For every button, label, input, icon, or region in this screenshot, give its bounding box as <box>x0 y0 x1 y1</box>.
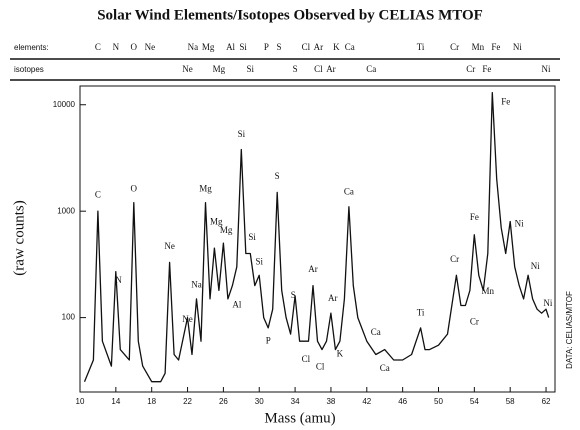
row-item: Na <box>188 42 199 52</box>
x-tick-label: 30 <box>255 397 264 406</box>
row-item: Cl <box>302 42 311 52</box>
spectrum-line <box>83 91 550 383</box>
row-item: Fe <box>491 42 500 52</box>
peak-label: Na <box>191 280 202 290</box>
peak-label: Ne <box>182 314 193 324</box>
x-tick-label: 26 <box>219 397 228 406</box>
row-item: Ar <box>314 42 324 52</box>
x-tick-label: 18 <box>147 397 156 406</box>
x-tick-label: 42 <box>362 397 371 406</box>
row-item: S <box>276 42 281 52</box>
x-tick-label: 10 <box>76 397 85 406</box>
row-item: Ni <box>513 42 522 52</box>
peak-label: Ca <box>371 327 381 337</box>
row-item: O <box>131 42 138 52</box>
peak-label: Mg <box>210 217 223 227</box>
peak-label: Si <box>238 129 246 139</box>
peak-label: C <box>95 190 101 200</box>
chart-title: Solar Wind Elements/Isotopes Observed by… <box>97 7 483 23</box>
row-item: P <box>264 42 269 52</box>
row-item: Al <box>226 42 235 52</box>
row-item: Ne <box>145 42 156 52</box>
row-item: Cr <box>466 64 475 74</box>
x-tick-label: 38 <box>326 397 335 406</box>
x-tick-label: 46 <box>398 397 407 406</box>
peak-label: S <box>291 290 296 300</box>
peak-label: Fe <box>501 97 510 107</box>
y-axis-title: (raw counts) <box>11 200 27 275</box>
x-tick-label: 62 <box>542 397 551 406</box>
row-item: Ti <box>417 42 425 52</box>
x-tick-label: 58 <box>506 397 515 406</box>
row-item: Ni <box>542 64 551 74</box>
peak-label: Ar <box>328 293 338 303</box>
x-tick-label: 50 <box>434 397 443 406</box>
peak-label: Ar <box>308 264 318 274</box>
peak-label: Cl <box>316 362 325 372</box>
x-tick-label: 22 <box>183 397 192 406</box>
peak-label: Ca <box>344 186 354 196</box>
side-label: DATA: CELIAS/MTOF <box>565 291 574 369</box>
row-item: Ar <box>326 64 336 74</box>
peak-label: Al <box>232 300 241 310</box>
peak-label: Ni <box>515 219 524 229</box>
plot-frame <box>79 85 556 393</box>
peak-label: Mg <box>220 225 233 235</box>
peak-label: Ne <box>164 241 175 251</box>
peak-label: Si <box>248 232 256 242</box>
x-tick-label: 14 <box>111 397 120 406</box>
peak-label: Fe <box>470 212 479 222</box>
row-item: Mg <box>202 42 215 52</box>
peak-label: Mn <box>482 286 495 296</box>
row-item: Cl <box>314 64 323 74</box>
y-tick-label: 10000 <box>53 100 76 109</box>
row-item: S <box>293 64 298 74</box>
row-item: Si <box>239 42 247 52</box>
peak-label: Cl <box>302 354 311 364</box>
peak-label: P <box>266 335 271 345</box>
row-item: N <box>113 42 120 52</box>
row-item: K <box>333 42 340 52</box>
row-item: Mn <box>472 42 485 52</box>
x-axis-title: Mass (amu) <box>264 410 335 426</box>
peak-label: Cr <box>450 254 459 264</box>
peak-label: Mg <box>199 184 212 194</box>
y-tick-label: 1000 <box>57 206 75 215</box>
y-tick-label: 100 <box>62 313 76 322</box>
peak-label: O <box>131 184 138 194</box>
row-item: Mg <box>213 64 226 74</box>
row-item: Fe <box>482 64 491 74</box>
element-row-label: elements: <box>14 43 49 52</box>
x-tick-label: 54 <box>470 397 479 406</box>
peak-label: Ni <box>531 261 540 271</box>
row-item: Ca <box>366 64 376 74</box>
peak-label: Ca <box>380 363 390 373</box>
row-item: Ne <box>182 64 193 74</box>
peak-label: Ni <box>543 298 552 308</box>
peak-label: Ti <box>417 307 425 317</box>
peak-label: Cr <box>470 317 479 327</box>
isotope-row-label: isotopes <box>14 65 44 74</box>
x-tick-label: 34 <box>291 397 300 406</box>
row-item: C <box>95 42 101 52</box>
row-item: Ca <box>345 42 355 52</box>
row-item: Cr <box>450 42 459 52</box>
row-item: Si <box>247 64 255 74</box>
peak-label: K <box>337 349 344 359</box>
peak-label: Si <box>255 256 263 266</box>
peak-label: S <box>275 171 280 181</box>
peak-label: N <box>115 275 122 285</box>
